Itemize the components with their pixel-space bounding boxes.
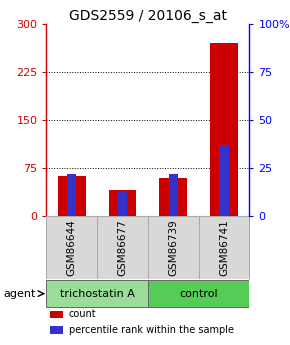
Bar	[50, 326, 63, 334]
Text: count: count	[69, 309, 96, 319]
Text: agent: agent	[3, 289, 35, 299]
Text: GSM86677: GSM86677	[117, 219, 128, 276]
Bar	[108, 190, 137, 216]
Bar	[210, 43, 238, 216]
Text: GSM86739: GSM86739	[168, 219, 178, 276]
Text: percentile rank within the sample: percentile rank within the sample	[69, 325, 234, 335]
Bar	[50, 310, 63, 318]
Bar	[169, 174, 178, 216]
Bar	[148, 216, 199, 279]
Bar	[199, 216, 249, 279]
Bar	[46, 280, 148, 307]
Text: GSM86644: GSM86644	[67, 219, 77, 276]
Text: trichostatin A: trichostatin A	[60, 289, 135, 299]
Bar	[97, 216, 148, 279]
Bar	[46, 216, 97, 279]
Title: GDS2559 / 20106_s_at: GDS2559 / 20106_s_at	[69, 9, 227, 23]
Text: control: control	[179, 289, 218, 299]
Bar	[67, 174, 76, 216]
Bar	[148, 280, 249, 307]
Bar	[220, 145, 229, 216]
Bar	[58, 176, 86, 216]
Text: GSM86741: GSM86741	[219, 219, 229, 276]
Bar	[159, 178, 187, 216]
Bar	[118, 191, 127, 216]
